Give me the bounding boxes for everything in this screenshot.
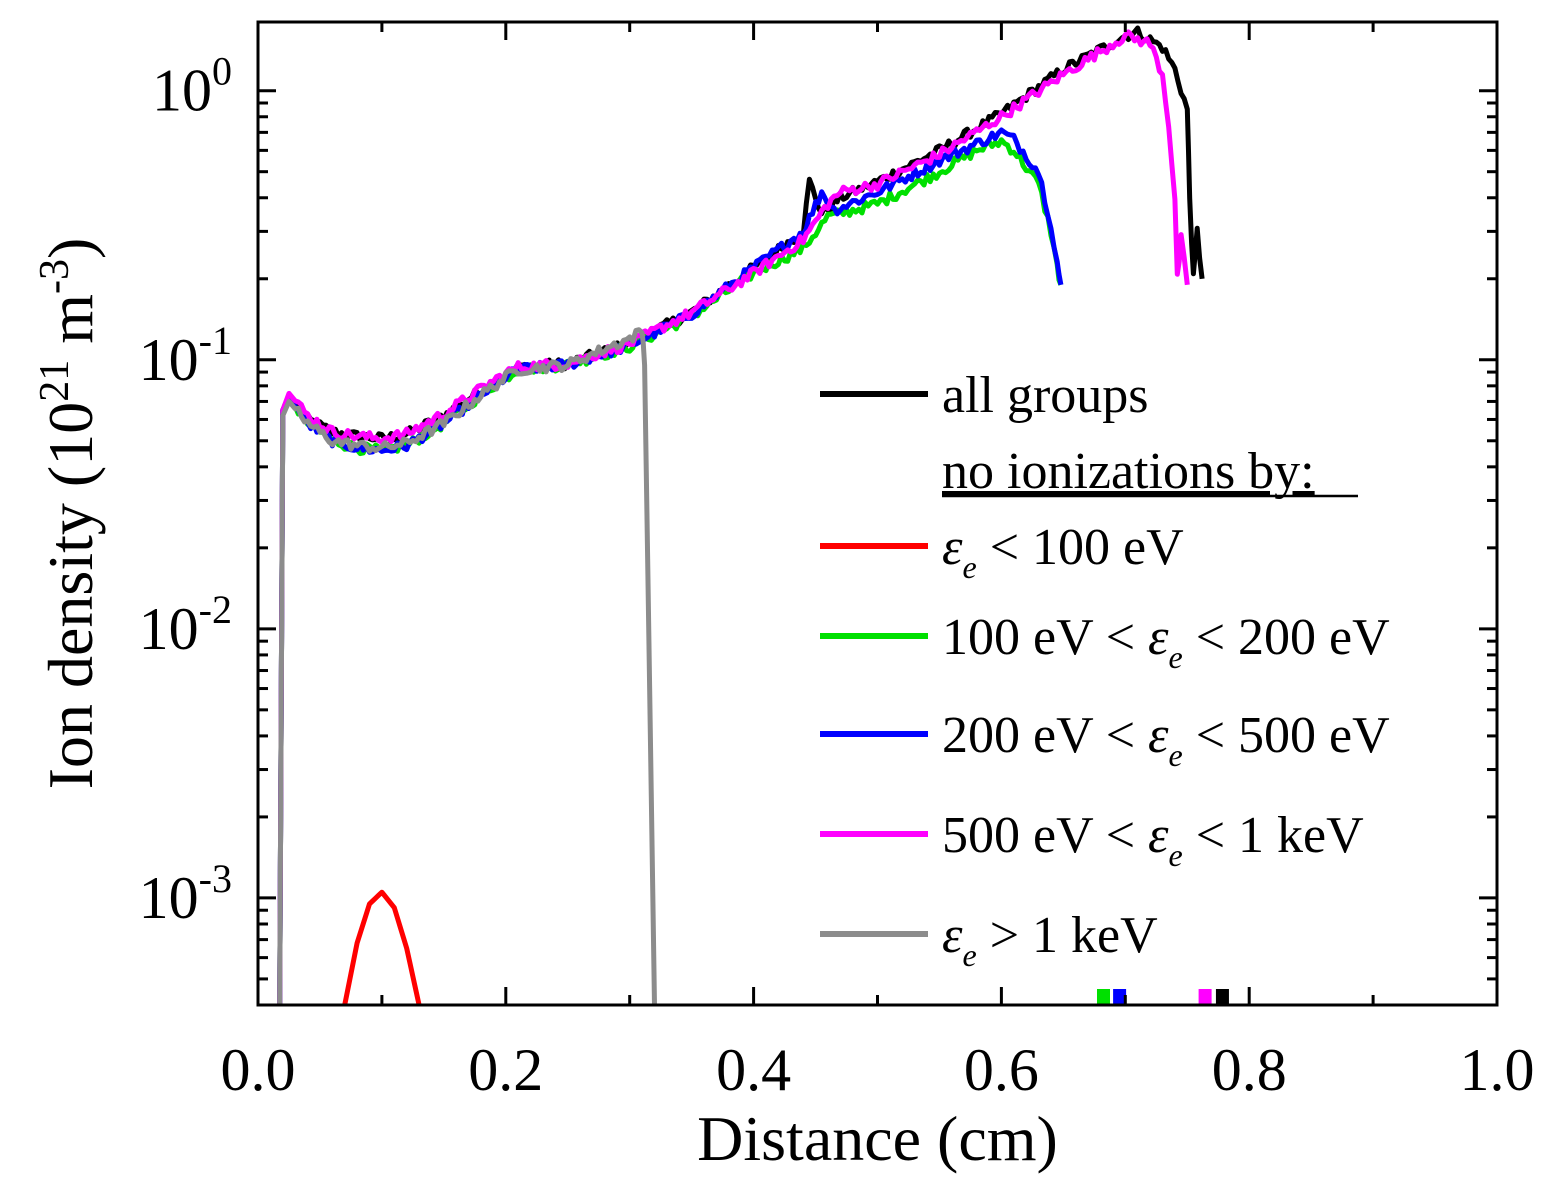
legend-label-200_500: 200 eV < εe < 500 eV	[942, 707, 1390, 773]
legend-label-500_1k: 500 eV < εe < 1 keV	[942, 807, 1364, 873]
y-tick-label: 10-2	[139, 587, 232, 662]
legend-label-gt1k: εe > 1 keV	[942, 907, 1158, 973]
axis-end-marker-1	[1113, 989, 1127, 1005]
y-tick-label: 100	[152, 49, 232, 124]
axis-end-marker-2	[1198, 989, 1212, 1005]
x-tick-label: 0.4	[716, 1037, 791, 1103]
legend-label-lt100: εe < 100 eV	[942, 519, 1184, 585]
x-axis-title: Distance (cm)	[697, 1103, 1058, 1174]
x-tick-label: 1.0	[1460, 1037, 1535, 1103]
legend-label-all: all groups	[942, 367, 1149, 424]
axis-end-marker-0	[1096, 989, 1110, 1005]
series-line-lt100	[342, 889, 422, 1005]
legend-subheading: no ionizations by:	[942, 443, 1315, 500]
x-tick-label: 0.0	[221, 1037, 296, 1103]
series-line-gt1k	[277, 327, 657, 1005]
axis-end-marker-3	[1215, 989, 1229, 1005]
y-axis-title: Ion density (1021 m-3)	[32, 238, 106, 790]
x-tick-label: 0.2	[468, 1037, 543, 1103]
legend-label-100_200: 100 eV < εe < 200 eV	[942, 609, 1390, 675]
x-tick-label: 0.6	[964, 1037, 1039, 1103]
x-tick-label: 0.8	[1212, 1037, 1287, 1103]
legend: no ionizations by: all groups εe < 100 eV 1…	[820, 367, 1390, 973]
axes-layer: 0.0 0.2 0.4 0.6 0.8 1.0 100 10-1 10-2 10-3 Distanc…	[32, 20, 1535, 1174]
series-line-500_1k	[277, 29, 1190, 1005]
y-tick-label: 10-3	[139, 856, 232, 931]
y-tick-label: 10-1	[139, 318, 232, 393]
series-layer	[277, 25, 1229, 1005]
